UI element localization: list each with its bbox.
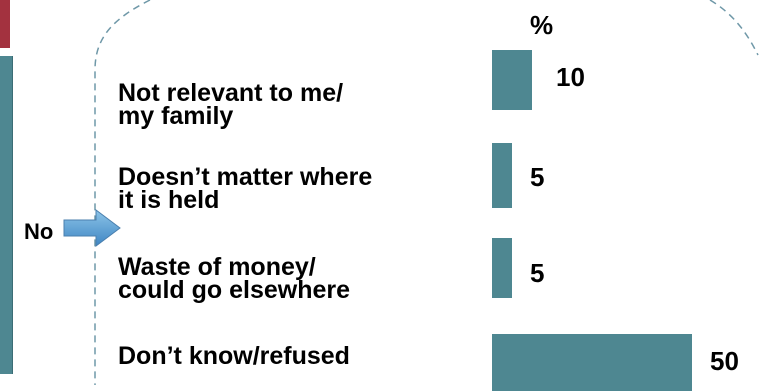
bar-4 [492,334,692,391]
bar-3 [492,238,512,298]
category-label-3: Waste of money/ could go elsewhere [118,253,351,304]
right-arrow-icon [63,209,121,247]
category-label-4: Don’t know/refused [118,342,350,370]
left-accent-strip [0,0,10,48]
value-label-3: 5 [530,258,545,288]
value-label-4: 50 [710,346,739,376]
value-label-1: 10 [556,62,585,92]
category-label-1: Not relevant to me/ my family [118,79,344,130]
group-label-no: No [24,219,54,244]
unit-label: % [530,10,554,40]
bar-1 [492,50,532,110]
left-side-panel [0,56,13,374]
category-label-2: Doesn’t matter where it is held [118,163,373,214]
bar-2 [492,143,512,208]
value-label-2: 5 [530,162,545,192]
